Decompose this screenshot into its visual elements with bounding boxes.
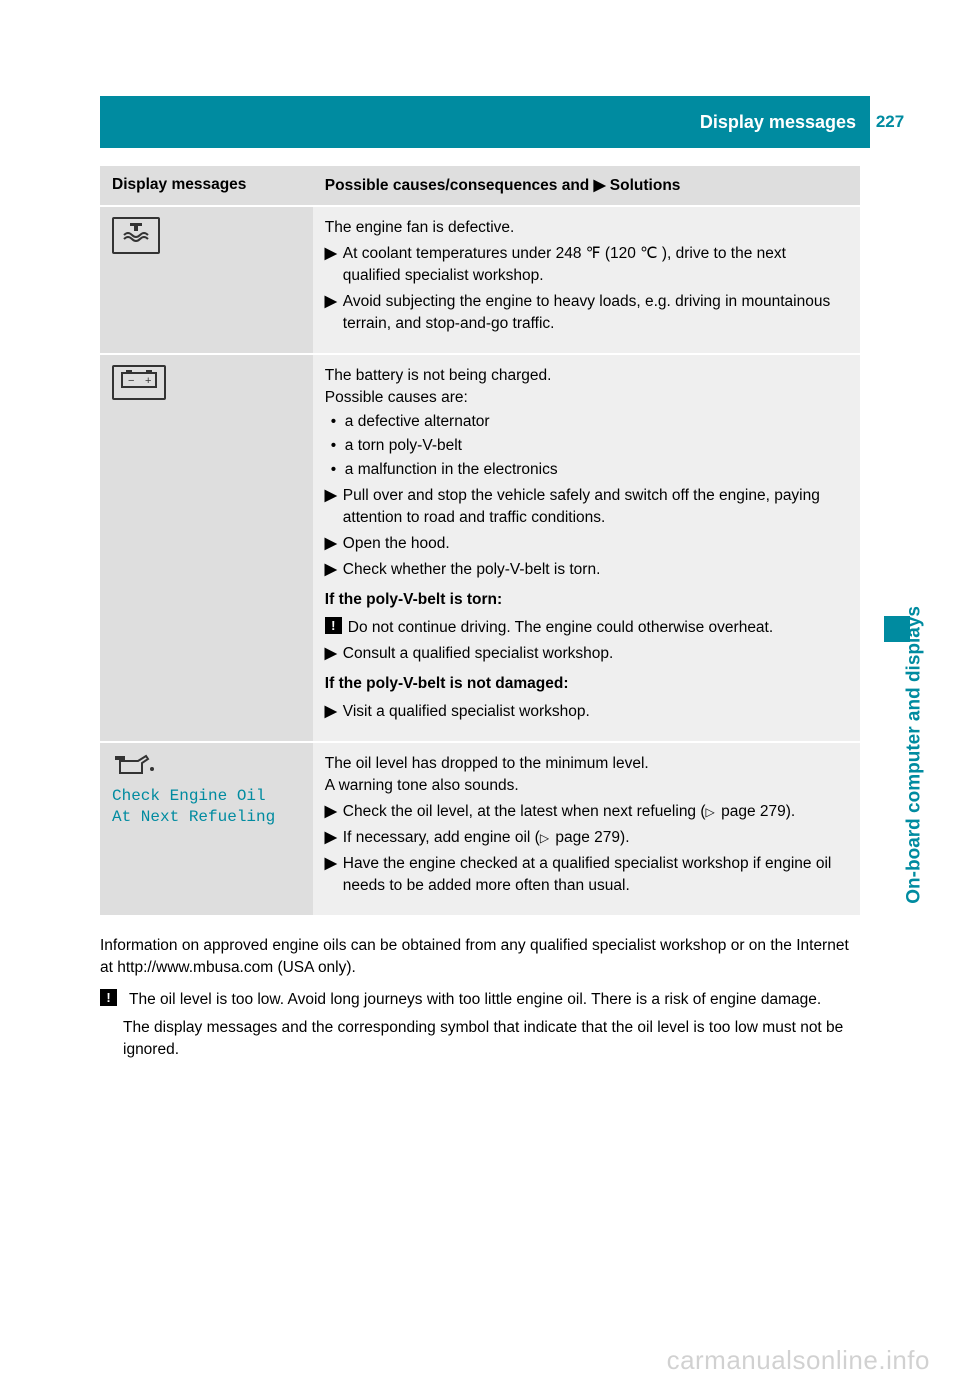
action-text: Check whether the poly-V-belt is torn.: [343, 559, 601, 581]
action-item: ▶Pull over and stop the vehicle safely a…: [325, 485, 846, 529]
action-text: Visit a qualified specialist workshop.: [343, 701, 590, 723]
action-text: Avoid subjecting the engine to heavy loa…: [343, 291, 846, 335]
header-title: Display messages: [700, 112, 856, 133]
action-marker-icon: ▶: [325, 701, 343, 723]
table-row: − + The battery is not being charged. Po…: [100, 354, 860, 742]
bullet-item: •a malfunction in the electronics: [331, 459, 846, 481]
subheading: If the poly-V-belt is torn:: [325, 589, 846, 611]
action-item: ▶ Avoid subjecting the engine to heavy l…: [325, 291, 846, 335]
svg-text:−: −: [128, 375, 134, 387]
bullet-text: a defective alternator: [345, 411, 490, 433]
footer-block: Information on approved engine oils can …: [100, 935, 860, 1061]
action-text: Have the engine checked at a qualified s…: [343, 853, 846, 897]
intro-text: A warning tone also sounds.: [325, 775, 846, 797]
cell-solution: The engine fan is defective. ▶ At coolan…: [313, 206, 860, 354]
action-item: ▶Have the engine checked at a qualified …: [325, 853, 846, 897]
messages-table: Display messages Possible causes/consequ…: [100, 166, 860, 917]
action-text: Pull over and stop the vehicle safely an…: [343, 485, 846, 529]
warning-text: Do not continue driving. The engine coul…: [348, 617, 773, 639]
battery-icon: − +: [112, 365, 166, 400]
col-header-solutions: Possible causes/consequences and ▶ Solut…: [313, 166, 860, 206]
table-row: The engine fan is defective. ▶ At coolan…: [100, 206, 860, 354]
action-item: ▶Consult a qualified specialist workshop…: [325, 643, 846, 665]
warning-icon: !: [100, 989, 117, 1006]
action-item: ▶If necessary, add engine oil ( page 279…: [325, 827, 846, 849]
table-header-row: Display messages Possible causes/consequ…: [100, 166, 860, 206]
col-header-messages: Display messages: [100, 166, 313, 206]
action-marker-icon: ▶: [325, 533, 343, 555]
action-marker-icon: ▶: [325, 827, 343, 849]
action-marker-icon: ▶: [325, 643, 343, 665]
svg-text:+: +: [145, 375, 151, 387]
action-text: At coolant temperatures under 248 ℉ (120…: [343, 243, 846, 287]
subheading: If the poly-V-belt is not damaged:: [325, 673, 846, 695]
page-ref-icon: [540, 829, 551, 846]
watermark: carmanualsonline.info: [667, 1345, 930, 1376]
side-tab: On-board computer and displays: [870, 256, 910, 1398]
warning-icon: !: [325, 617, 342, 634]
page-number-box: 227: [870, 96, 910, 148]
cell-solution: The battery is not being charged. Possib…: [313, 354, 860, 742]
action-marker-icon: ▶: [325, 801, 343, 823]
action-item: ▶Visit a qualified specialist workshop.: [325, 701, 846, 723]
action-marker-icon: ▶: [325, 243, 343, 265]
content-area: Display messages Possible causes/consequ…: [100, 166, 860, 917]
action-marker-icon: ▶: [325, 485, 343, 507]
action-marker-icon: ▶: [325, 559, 343, 581]
footer-paragraph: The display messages and the correspondi…: [123, 1017, 860, 1061]
bullet-item: •a torn poly-V-belt: [331, 435, 846, 457]
warning-line: ! Do not continue driving. The engine co…: [325, 617, 846, 639]
bullet-icon: •: [331, 459, 345, 481]
action-marker-icon: ▶: [325, 853, 343, 875]
coolant-fan-icon: [112, 217, 160, 254]
action-text: Open the hood.: [343, 533, 450, 555]
action-text: If necessary, add engine oil ( page 279)…: [343, 827, 630, 849]
bullet-icon: •: [331, 411, 345, 433]
action-text: Consult a qualified specialist workshop.: [343, 643, 614, 665]
intro-text: The battery is not being charged.: [325, 365, 846, 387]
bullet-text: a malfunction in the electronics: [345, 459, 558, 481]
header-bar: Display messages: [100, 96, 870, 148]
side-tab-block: [884, 616, 910, 642]
cell-display: [100, 206, 313, 354]
action-text: Check the oil level, at the latest when …: [343, 801, 795, 823]
bullet-icon: •: [331, 435, 345, 457]
page-ref-icon: [706, 803, 717, 820]
footer-warning: ! The oil level is too low. Avoid long j…: [100, 989, 860, 1011]
page-number: 227: [876, 112, 904, 132]
intro-text: Possible causes are:: [325, 387, 846, 409]
action-item: ▶Check whether the poly-V-belt is torn.: [325, 559, 846, 581]
footer-paragraph: Information on approved engine oils can …: [100, 935, 860, 979]
bullet-text: a torn poly-V-belt: [345, 435, 462, 457]
cell-display: Check Engine OilAt Next Refueling: [100, 742, 313, 916]
action-marker-icon: ▶: [325, 291, 343, 313]
cell-solution: The oil level has dropped to the minimum…: [313, 742, 860, 916]
intro-text: The oil level has dropped to the minimum…: [325, 753, 846, 775]
page-header: Display messages 227: [0, 96, 960, 148]
display-message-text: Check Engine OilAt Next Refueling: [112, 786, 299, 828]
side-tab-label: On-board computer and displays: [904, 606, 926, 904]
action-item: ▶ At coolant temperatures under 248 ℉ (1…: [325, 243, 846, 287]
cell-display: − +: [100, 354, 313, 742]
table-row: Check Engine OilAt Next Refueling The oi…: [100, 742, 860, 916]
action-item: ▶Check the oil level, at the latest when…: [325, 801, 846, 823]
oil-can-icon: [112, 753, 299, 784]
footer-warning-text: The oil level is too low. Avoid long jou…: [129, 989, 860, 1011]
bullet-item: •a defective alternator: [331, 411, 846, 433]
action-item: ▶Open the hood.: [325, 533, 846, 555]
intro-text: The engine fan is defective.: [325, 217, 846, 239]
